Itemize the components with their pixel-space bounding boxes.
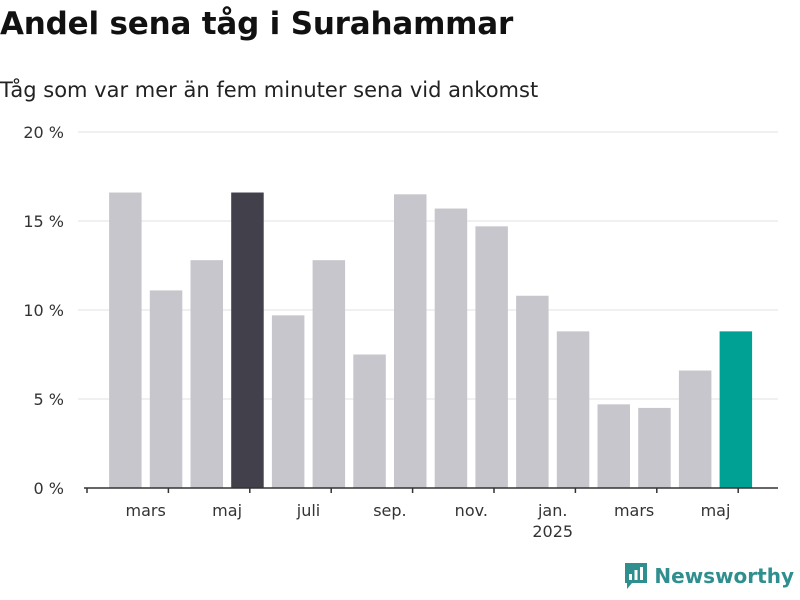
x-tick-label: juli: [296, 501, 320, 520]
chart-title: Andel sena tåg i Surahammar: [0, 6, 514, 42]
bar: [475, 226, 508, 488]
bar: [719, 331, 753, 488]
y-tick-label: 15 %: [23, 212, 64, 231]
bar: [678, 370, 712, 488]
bar: [190, 260, 223, 488]
y-tick-label: 10 %: [23, 301, 64, 320]
bar: [231, 192, 264, 488]
bar: [312, 260, 346, 488]
x-tick-label: mars: [126, 501, 166, 520]
x-tick-sublabel: 2025: [532, 522, 573, 541]
bar: [353, 354, 386, 488]
bar: [434, 208, 468, 489]
chart-subtitle: Tåg som var mer än fem minuter sena vid …: [0, 78, 539, 102]
x-tick-label: sep.: [373, 501, 406, 520]
y-tick-label: 5 %: [34, 390, 64, 409]
x-tick-label: maj: [701, 501, 731, 520]
y-tick-label: 20 %: [23, 123, 64, 142]
x-tick-label: maj: [212, 501, 242, 520]
brand-name: Newsworthy: [654, 564, 794, 588]
x-tick-label: jan.: [537, 501, 567, 520]
x-tick-label: mars: [614, 501, 654, 520]
bar: [516, 295, 549, 488]
bar: [556, 331, 590, 488]
bar: [394, 194, 427, 489]
x-tick-label: nov.: [455, 501, 488, 520]
bar: [271, 315, 305, 488]
y-tick-label: 0 %: [34, 479, 64, 498]
bar: [597, 404, 630, 488]
bar: [109, 192, 142, 488]
bar: [149, 290, 183, 488]
brand-logo: Newsworthy: [624, 562, 794, 590]
newsworthy-logo-icon: [625, 563, 648, 589]
bar: [638, 407, 671, 488]
